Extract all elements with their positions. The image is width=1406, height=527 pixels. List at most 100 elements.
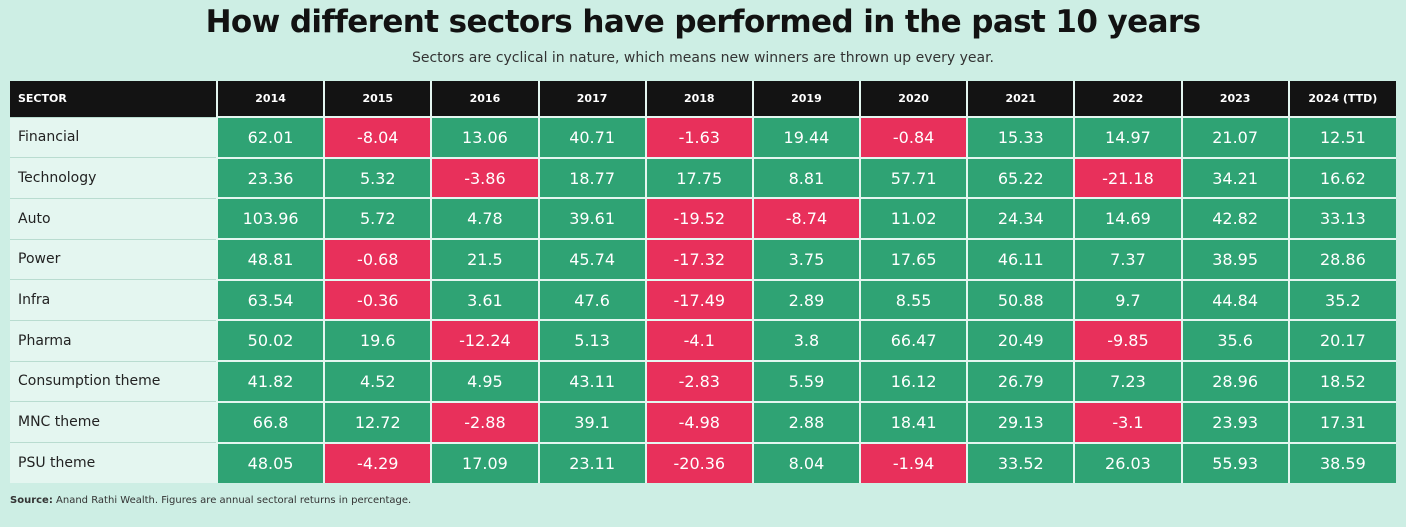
return-cell-positive: 3.75	[751, 238, 861, 280]
return-cell-positive: 26.03	[1073, 441, 1182, 484]
return-cell-positive: 4.52	[323, 360, 432, 402]
return-cell-positive: 5.13	[537, 319, 646, 362]
return-cell-positive: 5.59	[751, 360, 861, 402]
return-cell-negative: -1.94	[859, 441, 968, 484]
return-cell-positive: 8.81	[751, 156, 861, 199]
chart-title: How different sectors have performed in …	[205, 4, 1201, 40]
return-cell-positive: 4.78	[430, 197, 539, 240]
column-header-year: 2017	[537, 81, 646, 117]
return-cell-negative: -4.29	[323, 441, 432, 484]
return-cell-positive: 21.07	[1180, 116, 1289, 158]
column-header-year: 2020	[859, 81, 968, 117]
return-cell-positive: 18.52	[1287, 360, 1396, 402]
return-cell-positive: 35.2	[1287, 278, 1396, 321]
return-cell-positive: 17.75	[644, 156, 753, 199]
return-cell-positive: 17.31	[1287, 400, 1396, 443]
return-cell-negative: -2.88	[430, 400, 539, 443]
return-cell-positive: 20.17	[1287, 319, 1396, 362]
return-cell-negative: -20.36	[644, 441, 753, 484]
return-cell-positive: 33.52	[966, 441, 1075, 484]
return-cell-positive: 103.96	[215, 197, 325, 240]
sector-label: Infra	[10, 279, 217, 321]
return-cell-positive: 2.89	[751, 278, 861, 321]
table-body: Financial 62.01 -8.04 13.06 40.71 -1.63 19.44-…	[10, 116, 1396, 484]
sector-label: PSU theme	[10, 442, 217, 484]
return-cell-positive: 35.6	[1180, 319, 1289, 362]
return-cell-positive: 18.77	[537, 156, 646, 199]
return-cell-positive: 16.12	[859, 360, 968, 402]
column-header-year: 2018	[644, 81, 753, 117]
return-cell-positive: 63.54	[215, 278, 325, 321]
sector-label: Technology	[10, 157, 217, 199]
return-cell-positive: 2.88	[751, 400, 861, 443]
column-header-year: 2021	[966, 81, 1075, 117]
sector-label: MNC theme	[10, 401, 217, 443]
return-cell-positive: 65.22	[966, 156, 1075, 199]
return-cell-positive: 41.82	[215, 360, 325, 402]
return-cell-positive: 48.81	[215, 238, 325, 280]
return-cell-positive: 45.74	[537, 238, 646, 280]
return-cell-positive: 14.69	[1073, 197, 1182, 240]
return-cell-negative: -0.68	[323, 238, 432, 280]
return-cell-positive: 38.95	[1180, 238, 1289, 280]
sector-label: Pharma	[10, 319, 217, 362]
table-row: PSU theme 48.05 -4.29 17.09 23.11 -20.36 8.04-…	[10, 441, 1396, 484]
table-row: Auto 103.96 5.72 4.78 39.61 -19.52 -8.74 11.02 2…	[10, 197, 1396, 240]
return-cell-positive: 28.96	[1180, 360, 1289, 402]
return-cell-positive: 3.8	[751, 319, 861, 362]
header-row: SECTOR 2014 2015 2016 2017 2018 2019 2020 2021 20…	[10, 81, 1396, 117]
return-cell-negative: -17.32	[644, 238, 753, 280]
source-label: Source:	[10, 495, 53, 506]
return-cell-positive: 12.72	[323, 400, 432, 443]
return-cell-positive: 34.21	[1180, 156, 1289, 199]
column-header-year: 2014	[215, 81, 325, 117]
return-cell-positive: 7.37	[1073, 238, 1182, 280]
return-cell-negative: -3.86	[430, 156, 539, 199]
return-cell-positive: 23.36	[215, 156, 325, 199]
chart-subtitle: Sectors are cyclical in nature, which me…	[411, 50, 995, 66]
return-cell-positive: 21.5	[430, 238, 539, 280]
table-row: Technology 23.36 5.32 -3.86 18.77 17.75 8.81 57…	[10, 156, 1396, 199]
sector-label: Auto	[10, 197, 217, 240]
return-cell-positive: 3.61	[430, 278, 539, 321]
return-cell-positive: 19.6	[323, 319, 432, 362]
return-cell-positive: 4.95	[430, 360, 539, 402]
return-cell-positive: 66.47	[859, 319, 968, 362]
return-cell-negative: -21.18	[1073, 156, 1182, 199]
table-row: Financial 62.01 -8.04 13.06 40.71 -1.63 19.44-…	[10, 116, 1396, 158]
sector-label: Power	[10, 238, 217, 280]
return-cell-negative: -8.04	[323, 116, 432, 158]
return-cell-positive: 39.61	[537, 197, 646, 240]
return-cell-negative: -2.83	[644, 360, 753, 402]
column-header-year: 2024 (TTD)	[1287, 81, 1396, 117]
return-cell-positive: 5.72	[323, 197, 432, 240]
return-cell-positive: 40.71	[537, 116, 646, 158]
return-cell-negative: -3.1	[1073, 400, 1182, 443]
return-cell-positive: 14.97	[1073, 116, 1182, 158]
return-cell-positive: 11.02	[859, 197, 968, 240]
return-cell-positive: 9.7	[1073, 278, 1182, 321]
column-header-year: 2019	[751, 81, 861, 117]
return-cell-positive: 8.04	[751, 441, 861, 484]
return-cell-positive: 19.44	[751, 116, 861, 158]
return-cell-negative: -4.1	[644, 319, 753, 362]
return-cell-negative: -4.98	[644, 400, 753, 443]
return-cell-positive: 38.59	[1287, 441, 1396, 484]
column-header-sector: SECTOR	[10, 81, 217, 117]
sector-returns-table: SECTOR 2014 2015 2016 2017 2018 2019 2020 2021 20…	[10, 81, 1396, 484]
sector-label: Financial	[10, 116, 217, 158]
return-cell-positive: 46.11	[966, 238, 1075, 280]
column-header-year: 2022	[1073, 81, 1182, 117]
return-cell-positive: 16.62	[1287, 156, 1396, 199]
return-cell-positive: 5.32	[323, 156, 432, 199]
table-row: MNC theme 66.8 12.72 -2.88 39.1 -4.98 2.88 18.4…	[10, 400, 1396, 443]
return-cell-positive: 18.41	[859, 400, 968, 443]
return-cell-positive: 29.13	[966, 400, 1075, 443]
source-note: Source: Anand Rathi Wealth. Figures are …	[10, 495, 411, 506]
sector-label: Consumption theme	[10, 360, 217, 402]
column-header-year: 2015	[323, 81, 432, 117]
return-cell-positive: 66.8	[215, 400, 325, 443]
return-cell-positive: 42.82	[1180, 197, 1289, 240]
return-cell-positive: 15.33	[966, 116, 1075, 158]
table-row: Power 48.81 -0.68 21.5 45.74 -17.32 3.75 17.65 4…	[10, 238, 1396, 280]
